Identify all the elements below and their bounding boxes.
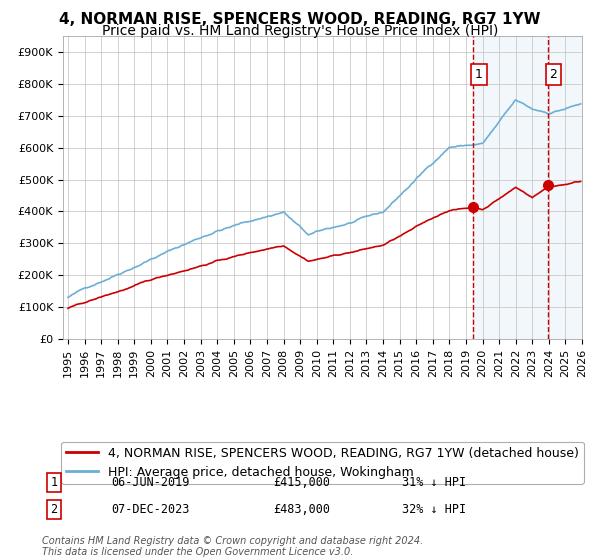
Text: 4, NORMAN RISE, SPENCERS WOOD, READING, RG7 1YW: 4, NORMAN RISE, SPENCERS WOOD, READING, … — [59, 12, 541, 27]
Bar — [473, 36, 590, 339]
Legend: 4, NORMAN RISE, SPENCERS WOOD, READING, RG7 1YW (detached house), HPI: Average p: 4, NORMAN RISE, SPENCERS WOOD, READING, … — [61, 441, 584, 484]
Text: £415,000: £415,000 — [273, 476, 330, 489]
Text: 2: 2 — [50, 503, 58, 516]
Text: 2: 2 — [550, 68, 557, 81]
Text: £483,000: £483,000 — [273, 503, 330, 516]
Text: 1: 1 — [50, 476, 58, 489]
Text: 31% ↓ HPI: 31% ↓ HPI — [402, 476, 466, 489]
Text: 32% ↓ HPI: 32% ↓ HPI — [402, 503, 466, 516]
Text: 06-JUN-2019: 06-JUN-2019 — [111, 476, 190, 489]
Text: Contains HM Land Registry data © Crown copyright and database right 2024.
This d: Contains HM Land Registry data © Crown c… — [42, 535, 423, 557]
Text: 07-DEC-2023: 07-DEC-2023 — [111, 503, 190, 516]
Text: Price paid vs. HM Land Registry's House Price Index (HPI): Price paid vs. HM Land Registry's House … — [102, 24, 498, 38]
Text: 1: 1 — [475, 68, 483, 81]
